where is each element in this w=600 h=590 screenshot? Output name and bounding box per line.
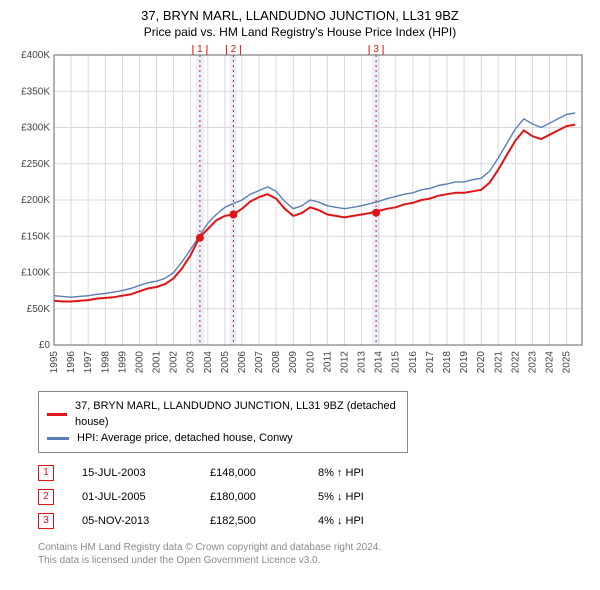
chart-svg: £0 £50K £100K £150K £200K £250K £300K £350K £400… xyxy=(10,45,590,385)
x-tick-label: 2004 xyxy=(203,351,214,374)
x-tick-label: 2010 xyxy=(305,351,316,374)
event-price: £180,000 xyxy=(210,491,290,503)
event-row: 1 15-JUL-2003 £148,000 8% ↑ HPI xyxy=(38,461,590,485)
series-hpi xyxy=(54,113,575,297)
legend-label: 37, BRYN MARL, LLANDUDNO JUNCTION, LL31 … xyxy=(75,398,399,430)
x-tick-label: 2013 xyxy=(357,351,368,374)
y-tick-label: £150K xyxy=(21,231,50,242)
x-tick-label: 1997 xyxy=(83,351,94,374)
x-tick-label: 2024 xyxy=(545,351,556,374)
event-row: 3 05-NOV-2013 £182,500 4% ↓ HPI xyxy=(38,509,590,533)
x-tick-label: 2022 xyxy=(510,351,521,374)
footer-line: This data is licensed under the Open Gov… xyxy=(38,554,590,567)
y-tick-label: £100K xyxy=(21,268,50,279)
y-tick-label: £300K xyxy=(21,123,50,134)
event-hpi-delta: 5% ↓ HPI xyxy=(318,491,428,503)
y-tick-label: £200K xyxy=(21,195,50,206)
legend-row: 37, BRYN MARL, LLANDUDNO JUNCTION, LL31 … xyxy=(47,398,399,430)
chart-container: 37, BRYN MARL, LLANDUDNO JUNCTION, LL31 … xyxy=(0,0,600,571)
x-tick-label: 2008 xyxy=(271,351,282,374)
y-tick-label: £0 xyxy=(39,340,51,351)
event-hpi-delta: 4% ↓ HPI xyxy=(318,515,428,527)
x-tick-label: 1998 xyxy=(100,351,111,374)
x-tick-label: 2009 xyxy=(288,351,299,374)
y-tick-label: £50K xyxy=(27,304,51,315)
event-marker-icon: 3 xyxy=(38,513,54,529)
legend-swatch xyxy=(47,437,69,440)
event-marker-icon: 1 xyxy=(38,465,54,481)
series-property xyxy=(54,125,575,302)
sale-point xyxy=(196,234,204,242)
event-hpi-delta: 8% ↑ HPI xyxy=(318,467,428,479)
x-tick-label: 2021 xyxy=(493,351,504,374)
x-tick-label: 2018 xyxy=(442,351,453,374)
sale-point xyxy=(229,211,237,219)
legend-label: HPI: Average price, detached house, Conw… xyxy=(77,430,293,446)
event-date: 01-JUL-2005 xyxy=(82,491,182,503)
event-row: 2 01-JUL-2005 £180,000 5% ↓ HPI xyxy=(38,485,590,509)
y-tick-label: £350K xyxy=(21,86,50,97)
x-tick-label: 2017 xyxy=(425,351,436,374)
legend-row: HPI: Average price, detached house, Conw… xyxy=(47,430,399,446)
event-date: 15-JUL-2003 xyxy=(82,467,182,479)
x-tick-label: 1995 xyxy=(49,351,60,374)
x-tick-label: 1999 xyxy=(117,351,128,374)
chart-title: 37, BRYN MARL, LLANDUDNO JUNCTION, LL31 … xyxy=(10,8,590,23)
x-tick-label: 1996 xyxy=(66,351,77,374)
x-tick-label: 2005 xyxy=(220,351,231,374)
x-tick-label: 2007 xyxy=(254,351,265,374)
x-tick-label: 2002 xyxy=(169,351,180,374)
x-tick-label: 2016 xyxy=(408,351,419,374)
x-tick-label: 2023 xyxy=(527,351,538,374)
event-price: £182,500 xyxy=(210,515,290,527)
y-tick-label: £250K xyxy=(21,159,50,170)
footer-line: Contains HM Land Registry data © Crown c… xyxy=(38,541,590,554)
x-tick-label: 2014 xyxy=(374,351,385,374)
x-tick-label: 2020 xyxy=(476,351,487,374)
x-tick-label: 2003 xyxy=(186,351,197,374)
event-marker-number: 1 xyxy=(197,45,203,55)
x-tick-label: 2019 xyxy=(459,351,470,374)
sale-point xyxy=(372,209,380,217)
x-tick-label: 2012 xyxy=(339,351,350,374)
event-price: £148,000 xyxy=(210,467,290,479)
sale-events-table: 1 15-JUL-2003 £148,000 8% ↑ HPI 2 01-JUL-2005… xyxy=(38,461,590,533)
x-tick-label: 2001 xyxy=(152,351,163,374)
legend-swatch xyxy=(47,413,67,416)
event-marker-number: 2 xyxy=(231,45,237,55)
x-tick-label: 2025 xyxy=(562,351,573,374)
chart-area: £0 £50K £100K £150K £200K £250K £300K £350K £400… xyxy=(10,45,590,385)
event-marker-icon: 2 xyxy=(38,489,54,505)
event-date: 05-NOV-2013 xyxy=(82,515,182,527)
legend: 37, BRYN MARL, LLANDUDNO JUNCTION, LL31 … xyxy=(38,391,408,453)
x-tick-label: 2011 xyxy=(322,351,333,373)
chart-subtitle: Price paid vs. HM Land Registry's House … xyxy=(10,25,590,39)
x-tick-label: 2000 xyxy=(134,351,145,374)
x-tick-label: 2015 xyxy=(391,351,402,374)
x-tick-label: 2006 xyxy=(237,351,248,374)
event-marker-number: 3 xyxy=(373,45,379,55)
y-tick-label: £400K xyxy=(21,50,50,61)
attribution-footer: Contains HM Land Registry data © Crown c… xyxy=(38,541,590,567)
